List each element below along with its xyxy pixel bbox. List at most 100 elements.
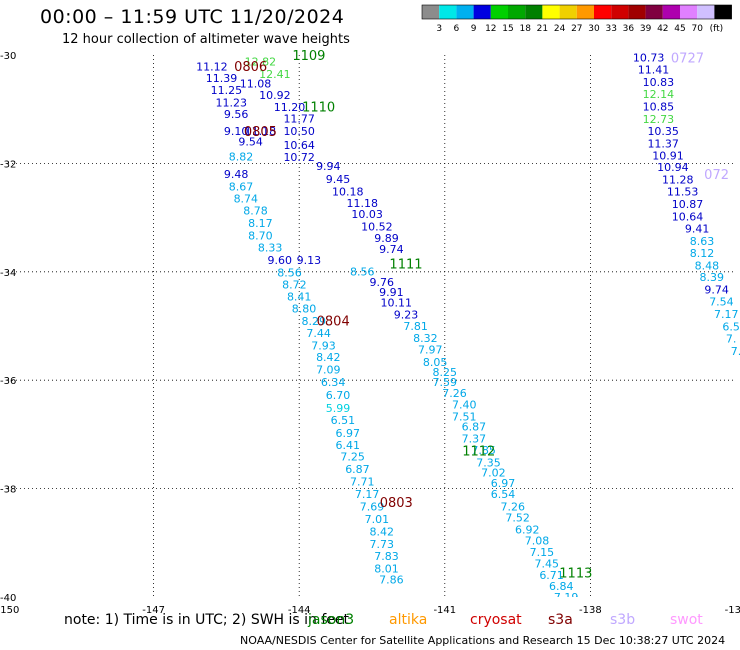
wave-height-point: 10.83 xyxy=(643,76,675,89)
wave-height-point: 7.37 xyxy=(462,433,487,446)
wave-height-point: 9.41 xyxy=(685,222,710,235)
wave-height-point: 8.78 xyxy=(243,205,268,218)
wave-height-point: 6.87 xyxy=(462,420,487,433)
colorbar-swatch xyxy=(576,5,594,19)
wave-height-point: 9.54 xyxy=(238,136,263,149)
wave-height-point: 6.54 xyxy=(491,488,516,501)
colorbar-tick-label: 27 xyxy=(571,24,582,34)
wave-height-point: 10.64 xyxy=(672,211,704,224)
wave-height-point: 12.41 xyxy=(259,68,291,81)
wave-height-point: 8.56 xyxy=(350,265,375,278)
colorbar-tick-label: 21 xyxy=(537,24,548,34)
wave-height-point: 8.17 xyxy=(248,217,273,230)
wave-height-point: 7.17 xyxy=(714,308,739,321)
wave-height-point: 12.82 xyxy=(245,56,277,69)
source-swot: swot xyxy=(670,612,703,628)
wave-height-point: 7.17 xyxy=(355,488,380,501)
wave-height-point: 8.05 xyxy=(423,356,448,369)
colorbar-swatch xyxy=(594,5,612,19)
colorbar-swatch xyxy=(525,5,543,19)
wave-height-point: 9.74 xyxy=(379,243,404,256)
source-s3a: s3a xyxy=(548,612,573,628)
colorbar-tick-label: 42 xyxy=(657,24,668,34)
colorbar-tick-label: 6 xyxy=(454,24,460,34)
colorbar-tick-label: 70 xyxy=(691,24,703,34)
colorbar-swatch xyxy=(456,5,474,19)
source-cryosat: cryosat xyxy=(470,612,522,628)
wave-height-point: 6.87 xyxy=(345,463,370,476)
chart-subtitle: 12 hour collection of altimeter wave hei… xyxy=(62,32,350,47)
wave-height-point: 7.40 xyxy=(452,399,477,412)
wave-height-point: 9.56 xyxy=(224,108,249,121)
source-s3b: s3b xyxy=(610,612,636,628)
pass-time-label: 1110 xyxy=(302,100,335,115)
colorbar-tick-label: 39 xyxy=(640,24,652,34)
x-tick-label: -135 xyxy=(725,605,740,616)
colorbar-unit: (ft) xyxy=(710,24,724,34)
wave-height-point: 11.25 xyxy=(211,84,243,97)
wave-height-point: 8.42 xyxy=(369,525,394,538)
wave-height-point: 7.93 xyxy=(311,340,336,353)
y-tick-label: -38 xyxy=(0,485,16,496)
wave-height-point: 8.33 xyxy=(258,241,283,254)
wave-height-point: 6.51 xyxy=(331,414,356,427)
pass-time-label: 1113 xyxy=(559,567,592,582)
wave-height-point: 10.94 xyxy=(657,161,689,174)
colorbar-frame xyxy=(421,4,732,20)
colorbar-swatch xyxy=(714,5,732,19)
pass-time-label: 1109 xyxy=(292,49,325,64)
pass-time-label: 0806 xyxy=(234,60,267,75)
wave-height-point: 8.48 xyxy=(695,259,720,272)
wave-height-point: 12.14 xyxy=(643,88,675,101)
colorbar-tick-label: 45 xyxy=(674,24,685,34)
wave-height-point: 6.70 xyxy=(326,389,351,402)
colorbar-swatch xyxy=(490,5,508,19)
colorbar-swatch xyxy=(473,5,491,19)
wave-height-point: 8.63 xyxy=(690,235,715,248)
wave-height-point: 9.74 xyxy=(704,284,729,297)
colorbar-swatch xyxy=(645,5,663,19)
wave-height-point: 7.35 xyxy=(476,457,501,470)
wave-height-point: 7.19 xyxy=(554,591,579,604)
colorbar-tick-label: 30 xyxy=(588,24,600,34)
wave-height-point: 9.60 xyxy=(268,254,293,267)
pass-time-label: 072 xyxy=(704,168,729,183)
x-tick-label: -141 xyxy=(433,605,456,616)
colorbar-tick-label: 18 xyxy=(519,24,531,34)
wave-height-point: 7.85 xyxy=(471,444,496,457)
x-tick-label: -147 xyxy=(142,605,165,616)
colorbar-tick-label: 36 xyxy=(623,24,635,34)
wave-height-point: 7.09 xyxy=(316,363,341,376)
wave-height-point: 8.32 xyxy=(413,332,438,345)
wave-height-point: 7.01 xyxy=(365,513,390,526)
credit-footer: NOAA/NESDIS Center for Satellite Applica… xyxy=(240,634,726,647)
wave-height-point: 11.18 xyxy=(245,125,277,138)
wave-height-point: 8.82 xyxy=(229,150,254,163)
x-tick-label: -150 xyxy=(0,605,19,616)
colorbar-swatch xyxy=(628,5,646,19)
colorbar-tick-label: 3 xyxy=(436,24,442,34)
wave-height-point: 9.45 xyxy=(326,173,351,186)
wave-height-point: 8.25 xyxy=(433,366,458,379)
colorbar-swatch xyxy=(680,5,698,19)
wave-height-point: 6.5 xyxy=(722,321,740,334)
wave-height-point: 7.44 xyxy=(306,327,331,340)
wave-height-point: 7.73 xyxy=(369,538,394,551)
wave-height-point: 10.52 xyxy=(361,220,393,233)
wave-height-point: 9.23 xyxy=(394,309,419,322)
wave-height-point: 6.41 xyxy=(335,439,360,452)
wave-height-point: 7.71 xyxy=(350,476,375,489)
pass-time-label: 0804 xyxy=(317,315,350,330)
pass-time-label: 0803 xyxy=(380,496,413,511)
wave-height-point: 10.50 xyxy=(283,125,315,138)
wave-height-point: 7.45 xyxy=(534,557,559,570)
colorbar-tick-label: 24 xyxy=(554,24,566,34)
colorbar-swatch xyxy=(422,5,440,19)
y-tick-label: -32 xyxy=(0,159,16,170)
colorbar-tick-label: 15 xyxy=(502,24,513,34)
wave-height-point: 9.94 xyxy=(316,160,341,173)
wave-height-point: 8.12 xyxy=(690,247,715,260)
wave-height-point: 6.84 xyxy=(549,580,574,593)
